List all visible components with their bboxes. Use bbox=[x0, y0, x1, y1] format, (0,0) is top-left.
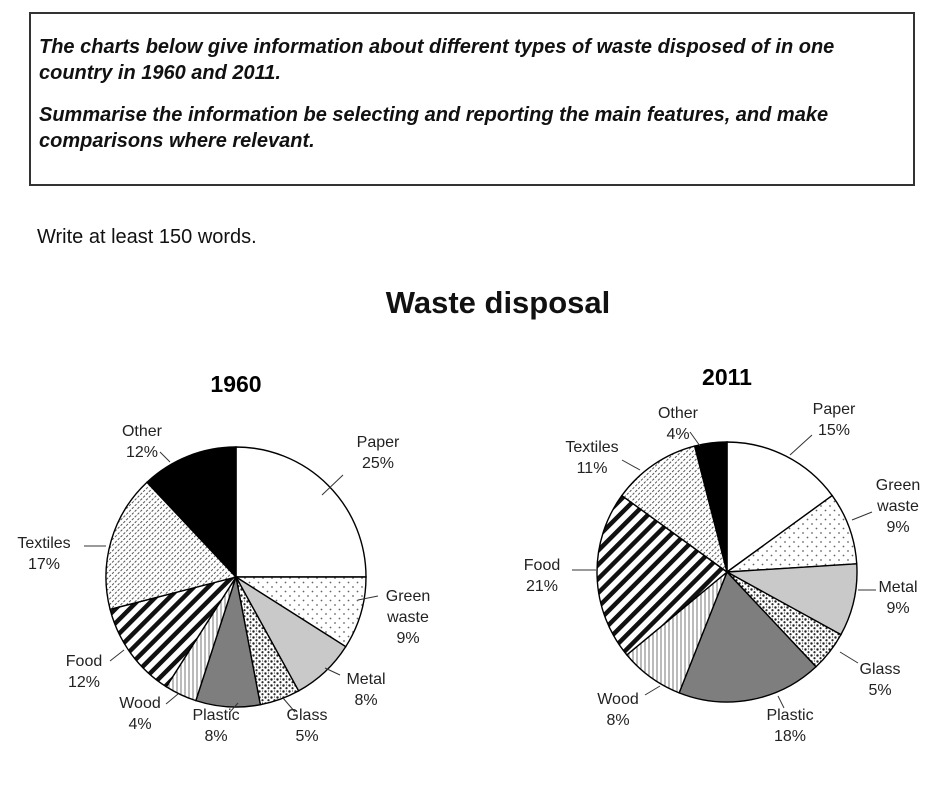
slice-label-plastic: Plastic 18% bbox=[766, 707, 813, 745]
pie-slice-other bbox=[146, 446, 237, 579]
task-description: The charts below give information about … bbox=[39, 36, 835, 84]
pie-slice-paper bbox=[726, 441, 834, 574]
pie-slice-textiles bbox=[620, 445, 729, 574]
slice-label-paper: Paper 25% bbox=[357, 434, 400, 472]
pie-slice-food bbox=[596, 494, 729, 656]
pie-slice-other bbox=[693, 441, 728, 573]
leader-line bbox=[324, 667, 341, 676]
pie-slice-food bbox=[109, 575, 238, 688]
task-prompt-box: The charts below give information about … bbox=[29, 12, 915, 186]
leader-line bbox=[789, 434, 813, 456]
leader-line bbox=[282, 697, 296, 713]
slice-label-paper: Paper 15% bbox=[813, 401, 856, 439]
leader-line bbox=[644, 685, 661, 696]
leader-line bbox=[109, 649, 125, 662]
leader-line bbox=[357, 595, 379, 601]
slice-label-glass: Glass 5% bbox=[287, 707, 328, 745]
leader-line bbox=[851, 511, 873, 521]
slice-label-glass: Glass 5% bbox=[860, 661, 901, 699]
pie-chart-2011: 2011 Paper 15% Green waste 9% Metal 9% Glass 5% Pl… bbox=[524, 364, 920, 745]
leader-line bbox=[321, 474, 344, 496]
slice-label-green-waste: Green waste 9% bbox=[876, 477, 920, 536]
slice-label-metal: Metal 9% bbox=[878, 579, 917, 617]
slice-label-green-waste: Green waste 9% bbox=[386, 588, 430, 647]
task-instruction: Summarise the information be selecting a… bbox=[39, 104, 829, 152]
pie-year-label: 2011 bbox=[702, 364, 752, 390]
chart-title: Waste disposal bbox=[385, 285, 611, 320]
pie-slice-plastic bbox=[678, 570, 817, 703]
slice-label-other: Other 4% bbox=[658, 405, 699, 443]
leader-line bbox=[165, 693, 179, 705]
leader-line bbox=[689, 431, 701, 447]
slice-label-metal: Metal 8% bbox=[346, 671, 385, 709]
leader-line bbox=[621, 459, 641, 471]
leader-line bbox=[777, 695, 785, 709]
slice-label-food: Food 21% bbox=[524, 557, 560, 595]
pie-chart-1960: 1960 Paper 25% Green waste 9%Metal 8% Glass 5% Pl… bbox=[17, 371, 430, 745]
pie-slice-paper bbox=[235, 446, 367, 578]
slice-label-textiles: Textiles 11% bbox=[565, 439, 618, 477]
leader-line bbox=[229, 702, 239, 713]
word-count-instruction: Write at least 150 words. bbox=[37, 226, 257, 248]
slice-label-food: Food 12% bbox=[66, 653, 102, 691]
leader-line bbox=[159, 451, 171, 463]
leader-line bbox=[839, 651, 859, 664]
slice-label-wood: Wood 8% bbox=[597, 691, 639, 729]
slice-label-plastic: Plastic 8% bbox=[192, 707, 239, 745]
slice-label-wood: Wood 4% bbox=[119, 695, 161, 733]
pie-year-label: 1960 bbox=[210, 371, 261, 397]
slice-label-other: Other 12% bbox=[122, 423, 163, 461]
slice-label-textiles: Textiles 17% bbox=[17, 535, 70, 573]
pie-slice-textiles bbox=[105, 481, 238, 611]
